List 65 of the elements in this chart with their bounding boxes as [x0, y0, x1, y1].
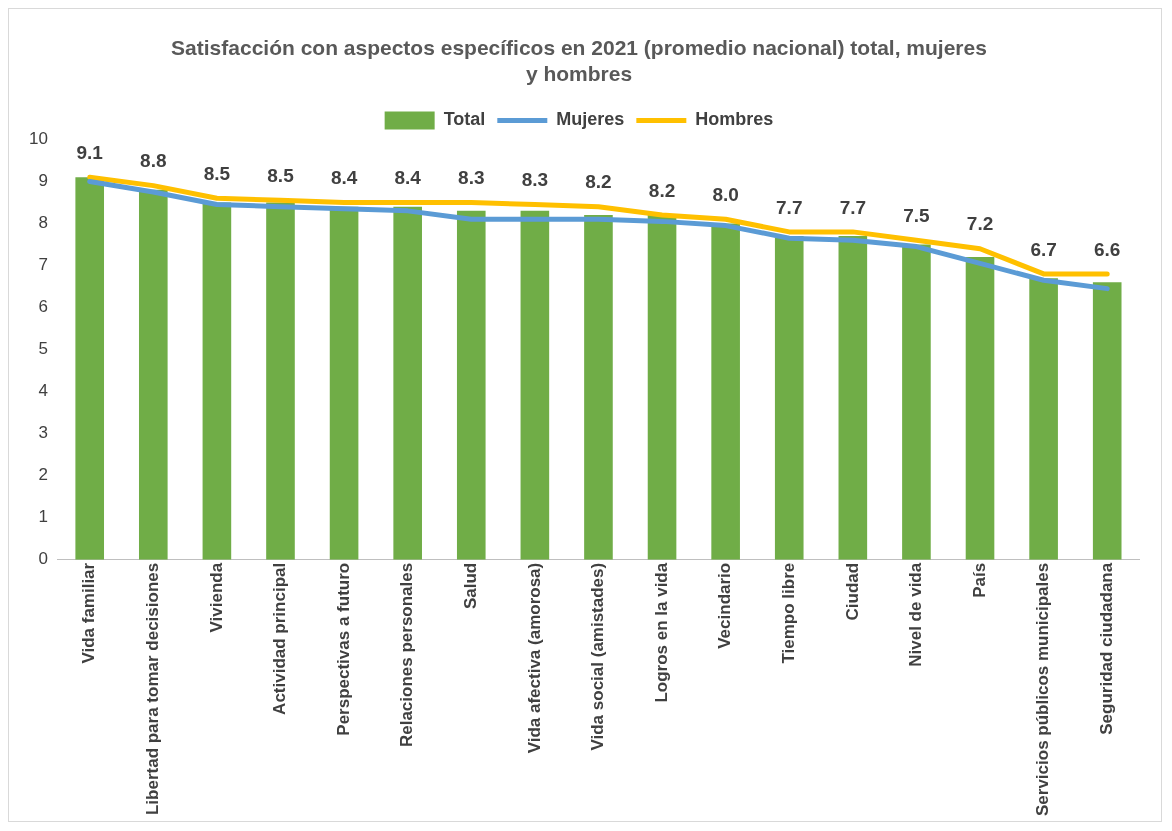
bar	[75, 177, 105, 560]
bar	[456, 210, 486, 560]
text: 7.7	[839, 196, 867, 218]
x-tick-label: Vecindario	[715, 562, 735, 649]
x-tick-label: Servicios públicos municipales	[1033, 562, 1053, 816]
x-tick-label: País	[969, 562, 989, 598]
bar	[1092, 282, 1122, 560]
text: 7.2	[966, 213, 994, 235]
text: 6.7	[1030, 238, 1057, 260]
y-tick-label: 5	[38, 339, 48, 359]
text: 8.3	[458, 167, 485, 189]
text: 6.6	[1093, 238, 1121, 260]
text: 8.3	[521, 169, 549, 191]
bar	[202, 202, 232, 560]
text: 8.5	[203, 162, 231, 184]
text: 7.7	[776, 196, 803, 218]
bar	[774, 236, 804, 560]
x-tick-label: Vida familiar	[79, 562, 99, 664]
bar	[647, 215, 677, 560]
legend-label: Hombres	[695, 109, 774, 130]
chart-title: Satisfacción con aspectos específicos en 2021 (promedio nacional) total, mujeres y hombres	[171, 36, 987, 85]
text: 7.5	[903, 205, 930, 227]
text: 8.0	[712, 184, 739, 206]
bar	[584, 215, 613, 560]
bar	[902, 244, 931, 560]
bar	[965, 257, 995, 560]
y-tick-label: 8	[38, 213, 48, 233]
x-tick-label: Salud	[460, 562, 480, 610]
bar	[711, 223, 740, 560]
y-tick-label: 7	[38, 255, 48, 275]
bar	[266, 202, 295, 560]
x-tick-label: Vivienda	[206, 562, 226, 633]
x-tick-label: Seguridad ciudadana	[1096, 562, 1116, 735]
x-tick-label: Actividad principal	[270, 562, 290, 715]
y-tick-label: 2	[38, 465, 48, 485]
x-tick-label: Nivel de vida	[906, 562, 926, 667]
text: 8.8	[140, 150, 167, 172]
bar	[393, 206, 422, 560]
x-tick-label: Relaciones personales	[397, 562, 417, 748]
text: 8.4	[330, 167, 358, 189]
y-tick-label: 10	[28, 129, 48, 149]
y-tick-label: 9	[38, 171, 48, 191]
y-tick-label: 1	[38, 507, 48, 527]
x-tick-label: Vida social (amistades)	[588, 562, 608, 751]
x-tick-label: Ciudad	[842, 562, 862, 621]
y-tick-label: 0	[38, 549, 48, 569]
text: 9.1	[76, 141, 103, 163]
x-tick-label: Vida afectiva (amorosa)	[524, 562, 544, 754]
bar	[520, 210, 550, 560]
y-tick-label: 3	[38, 423, 48, 443]
y-tick-label: 6	[38, 297, 48, 317]
x-tick-label: Libertad para tomar decisiones	[142, 562, 162, 816]
bar	[1029, 278, 1058, 560]
x-tick-label: Logros en la vida	[651, 562, 671, 703]
y-tick-label: 4	[38, 381, 48, 401]
bar	[838, 236, 868, 560]
text: 8.2	[585, 171, 612, 193]
x-tick-label: Perspectivas a futuro	[333, 562, 353, 736]
text: 8.2	[648, 179, 676, 201]
text: 8.5	[267, 165, 294, 187]
legend-label: Mujeres	[556, 109, 625, 130]
x-tick-label: Tiempo libre	[778, 562, 798, 664]
text: 8.4	[394, 167, 421, 189]
bar	[138, 189, 168, 560]
legend-label: Total	[443, 109, 486, 130]
